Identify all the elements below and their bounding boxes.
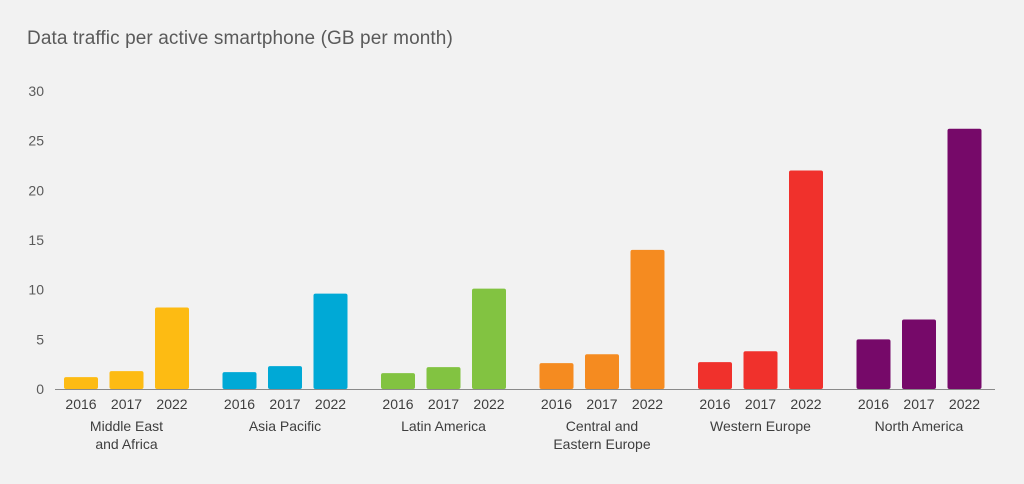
bar: [109, 371, 144, 389]
region-label: Middle East: [90, 418, 163, 434]
year-label: 2022: [315, 396, 346, 412]
bar: [381, 373, 415, 389]
region-label: North America: [875, 418, 964, 434]
bar: [698, 362, 732, 389]
bar: [585, 354, 619, 389]
year-label: 2016: [65, 396, 96, 412]
year-label: 2017: [745, 396, 776, 412]
y-tick-label: 20: [28, 182, 44, 198]
bar: [902, 319, 936, 389]
year-label: 2022: [790, 396, 821, 412]
bar: [313, 293, 348, 389]
region-label: Eastern Europe: [553, 436, 650, 452]
bar: [630, 249, 665, 389]
year-label: 2017: [269, 396, 300, 412]
y-tick-label: 30: [28, 83, 44, 99]
year-label: 2016: [541, 396, 572, 412]
bar: [426, 367, 461, 389]
chart-title: Data traffic per active smartphone (GB p…: [27, 28, 453, 49]
bar: [64, 377, 98, 389]
bar: [856, 339, 891, 389]
region-label: and Africa: [95, 436, 157, 452]
region-label: Western Europe: [710, 418, 811, 434]
bar: [539, 363, 574, 389]
y-tick-label: 15: [28, 232, 44, 248]
bar: [743, 351, 778, 389]
y-tick-label: 25: [28, 133, 44, 149]
year-label: 2022: [949, 396, 980, 412]
year-label: 2017: [428, 396, 459, 412]
bar: [222, 372, 257, 389]
region-label: Latin America: [401, 418, 486, 434]
bar: [155, 307, 189, 389]
year-label: 2016: [224, 396, 255, 412]
year-label: 2017: [903, 396, 934, 412]
bar: [472, 288, 506, 389]
year-label: 2017: [111, 396, 142, 412]
y-tick-label: 5: [36, 331, 44, 347]
y-tick-label: 10: [28, 282, 44, 298]
region-label: Central and: [566, 418, 638, 434]
year-label: 2022: [156, 396, 187, 412]
region-label: Asia Pacific: [249, 418, 321, 434]
year-label: 2016: [858, 396, 889, 412]
bar: [947, 128, 982, 389]
y-tick-label: 0: [36, 381, 44, 397]
bar: [789, 170, 823, 389]
year-label: 2017: [586, 396, 617, 412]
year-label: 2022: [632, 396, 663, 412]
year-label: 2022: [473, 396, 504, 412]
year-label: 2016: [382, 396, 413, 412]
bar: [268, 366, 302, 389]
year-label: 2016: [699, 396, 730, 412]
